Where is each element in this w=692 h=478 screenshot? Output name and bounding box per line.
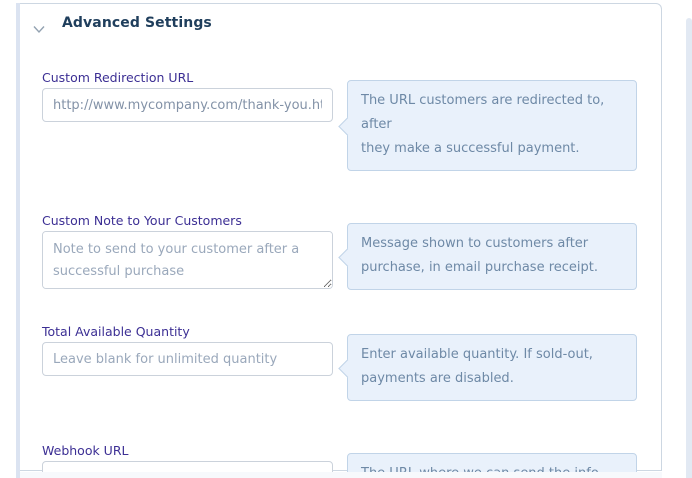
field-column: Total Available Quantity	[42, 324, 333, 376]
field-column: Custom Note to Your Customers	[42, 213, 333, 293]
field-column: Custom Redirection URL	[42, 70, 333, 122]
tooltip-line: Message shown to customers after	[361, 236, 589, 251]
advanced-settings-panel: Advanced Settings Custom Redirection URL…	[20, 3, 662, 478]
help-tooltip-total-available-quantity: Enter available quantity. If sold-out, p…	[347, 334, 637, 401]
field-row-total-available-quantity: Total Available Quantity Enter available…	[42, 324, 661, 401]
tooltip-line: payments are disabled.	[361, 371, 514, 386]
next-section-strip	[20, 472, 662, 478]
custom-note-label: Custom Note to Your Customers	[42, 213, 242, 228]
total-available-quantity-input[interactable]	[42, 342, 333, 376]
tooltip-line: purchase, in email purchase receipt.	[361, 260, 599, 275]
tooltip-line: they make a successful payment.	[361, 141, 580, 156]
advanced-settings-header[interactable]: Advanced Settings	[20, 15, 661, 33]
vertical-scrollbar[interactable]	[686, 18, 692, 478]
custom-note-textarea[interactable]	[42, 231, 333, 289]
chevron-down-icon	[33, 19, 45, 33]
webhook-url-label: Webhook URL	[42, 443, 129, 458]
custom-redirection-url-label: Custom Redirection URL	[42, 70, 194, 85]
help-tooltip-custom-redirection-url: The URL customers are redirected to, aft…	[347, 80, 637, 171]
custom-redirection-url-input[interactable]	[42, 88, 333, 122]
section-title: Advanced Settings	[62, 15, 212, 31]
tooltip-line: Enter available quantity. If sold-out,	[361, 347, 593, 362]
tooltip-line: The URL customers are redirected to, aft…	[361, 93, 605, 132]
section-active-indicator	[16, 3, 20, 478]
field-row-custom-redirection-url: Custom Redirection URL The URL customers…	[42, 70, 661, 171]
help-tooltip-custom-note: Message shown to customers after purchas…	[347, 223, 637, 290]
field-row-custom-note: Custom Note to Your Customers Message sh…	[42, 213, 661, 293]
total-available-quantity-label: Total Available Quantity	[42, 324, 190, 339]
